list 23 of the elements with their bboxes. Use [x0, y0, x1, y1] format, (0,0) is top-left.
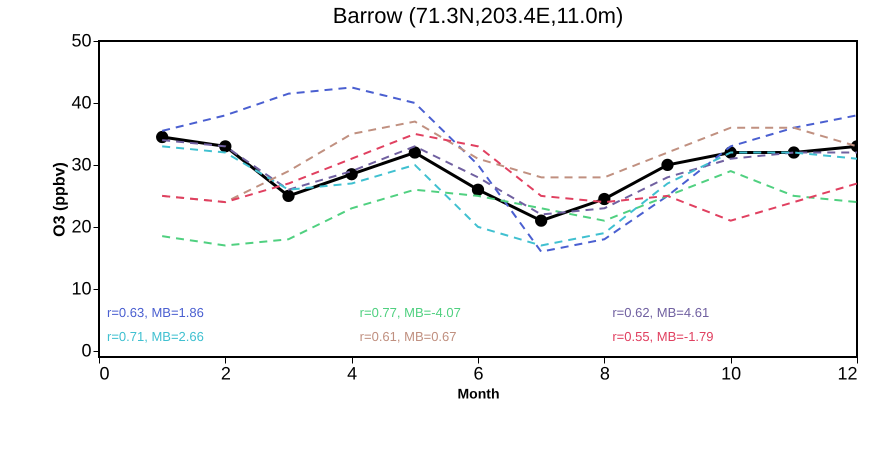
y-tick-label: 0 — [81, 340, 92, 360]
text: r=0.71, MB=2.66 — [107, 329, 204, 344]
x-axis-title: Month — [458, 386, 500, 402]
text: r=0.55, MB=-1.79 — [612, 329, 714, 344]
y-axis-title: O3 (ppbv) — [51, 162, 68, 237]
y-tick-label: 50 — [71, 30, 92, 50]
y-tick-label: 10 — [71, 278, 92, 298]
text: r=0.62, MB=4.61 — [612, 305, 710, 320]
x-tick-label: 4 — [347, 364, 358, 384]
y-tick-label: 30 — [71, 154, 92, 174]
line-series — [161, 170, 857, 246]
y-tick-label: 40 — [71, 92, 92, 112]
x-tick-label: 0 — [100, 364, 110, 384]
chart-title: Barrow (71.3N,203.4E,11.0m) — [332, 3, 624, 28]
x-tick-label: 6 — [473, 364, 484, 384]
x-tick-label: 12 — [837, 364, 858, 384]
x-tick-label: 2 — [220, 364, 231, 384]
y-tick-label: 20 — [71, 216, 92, 236]
text: r=0.63, MB=1.86 — [107, 305, 204, 320]
x-tick-label: 8 — [600, 364, 610, 384]
text: r=0.61, MB=0.67 — [360, 329, 457, 344]
x-tick-label: 10 — [721, 364, 742, 384]
text: r=0.77, MB=-4.07 — [360, 305, 461, 320]
